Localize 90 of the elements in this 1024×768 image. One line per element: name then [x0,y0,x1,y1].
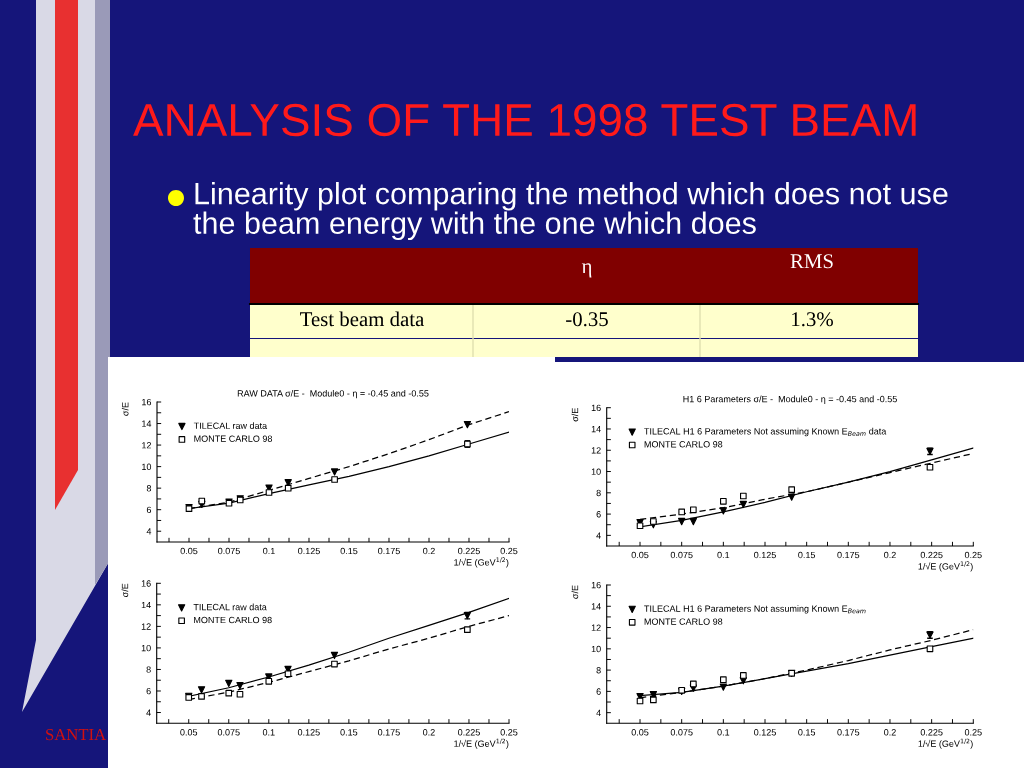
x-tick-label: 0.225 [920,551,943,559]
x-tick-label: 0.225 [920,729,943,736]
x-tick-label: 0.075 [218,547,240,555]
y-tick-label: 12 [141,623,151,630]
y-tick-label: 16 [141,580,151,587]
y-tick-label: 16 [142,398,152,406]
text: ANALYSIS OF THE 1998 TEST BEAM [133,103,916,137]
x-tick-label: 0.15 [798,551,816,559]
y-tick-label: 16 [591,581,601,589]
x-tick-label: 0.2 [884,729,896,736]
text: SANTIA [46,728,106,741]
x-tick-label: 0.075 [670,551,693,559]
x-tick-label: 0.225 [458,729,480,736]
x-tick-label: 0.225 [458,547,480,555]
y-tick-label: 8 [596,489,601,497]
y-tick-label: 6 [146,687,151,695]
x-tick-label: 0.25 [500,547,518,555]
x-tick-label: 0.15 [340,547,358,555]
x-tick-label: 0.2 [423,729,435,736]
y-tick-label: 6 [146,506,152,514]
x-tick-label: 0.175 [837,551,860,559]
y-tick-label: 14 [591,603,601,610]
y-tick-label: 8 [146,485,152,492]
y-tick-label: 10 [591,645,601,653]
x-tick-label: 0.125 [298,547,320,555]
x-tick-label: 0.2 [884,551,896,559]
y-tick-label: 10 [141,644,151,652]
y-tick-label: 12 [591,624,601,631]
text: η [581,263,592,278]
legend-label: MONTE CARLO 98 [194,616,272,624]
legend-label: MONTE CARLO 98 [194,435,273,442]
y-tick-label: 8 [596,667,601,674]
x-tick-label: 0.125 [297,729,320,736]
x-tick-label: 0.2 [423,547,435,555]
x-tick-label: 0.1 [717,551,730,559]
x-tick-label: 0.05 [631,551,649,559]
y-tick-label: 4 [596,709,601,716]
text: -0.35 [566,312,608,327]
text: Test beam data [300,311,425,327]
x-tick-label: 0.175 [377,729,400,736]
y-tick-label: 14 [142,420,152,427]
y-tick-label: 6 [596,511,601,518]
x-axis-title: 1/√E (GeV$^{1/2}$) [454,738,509,749]
y-axis-title: σ/E [571,408,579,422]
y-tick-label: 16 [591,404,601,412]
x-tick-label: 0.05 [180,729,198,736]
x-tick-label: 0.175 [837,729,860,736]
x-tick-label: 0.075 [217,729,240,736]
legend-label: TILECAL raw data [193,422,268,429]
x-tick-label: 0.05 [631,729,649,736]
y-axis-title: σ/E [121,583,129,598]
x-tick-label: 0.25 [964,729,982,736]
y-axis-title: σ/E [571,585,579,599]
y-tick-label: 10 [142,463,152,470]
x-tick-label: 0.125 [754,551,776,559]
y-tick-label: 6 [596,688,601,695]
x-tick-label: 0.1 [262,729,275,736]
legend-label: TILECAL raw data [193,603,267,611]
chart-title: RAW DATA σ/E - Module0 - η = -0.45 and -0.55 [237,389,429,399]
text: RMS [790,254,833,269]
y-tick-label: 12 [142,442,151,449]
legend-label: TILECAL H1 6 Parameters Not assuming Known E$_{Beam}$ [644,605,866,614]
text: Linearity plot comparing the method which does not use the beam energy with the one which does [193,182,948,241]
legend-label: MONTE CARLO 98 [644,441,723,448]
x-tick-label: 0.175 [378,547,400,555]
y-axis-title: σ/E [121,402,129,416]
x-tick-label: 0.25 [964,551,982,559]
x-tick-label: 0.1 [717,729,730,736]
x-axis-title: 1/√E (GeV$^{1/2}$) [454,557,509,568]
x-tick-label: 0.1 [263,547,275,555]
y-tick-label: 14 [591,426,601,433]
x-tick-label: 0.25 [500,729,518,736]
y-tick-label: 4 [146,709,151,716]
legend-label: MONTE CARLO 98 [644,618,723,625]
x-axis-title: 1/√E (GeV$^{1/2}$) [918,738,973,749]
y-tick-label: 4 [146,528,152,535]
x-tick-label: 0.05 [180,547,198,555]
chart-title: H1 6 Parameters σ/E - Module0 - η = -0.45 and -0.55 [683,395,897,405]
text: 1.3% [792,312,833,327]
y-tick-label: 4 [596,532,601,539]
y-tick-label: 12 [591,447,601,454]
y-tick-label: 14 [141,601,151,609]
x-tick-label: 0.075 [670,729,693,736]
x-tick-label: 0.125 [754,729,776,736]
y-tick-label: 10 [591,468,601,475]
x-axis-title: 1/√E (GeV$^{1/2}$) [918,561,973,572]
x-tick-label: 0.15 [340,729,358,736]
y-tick-label: 8 [146,666,151,673]
legend-label: TILECAL H1 6 Parameters Not assuming Known E$_{Beam}$ data [644,427,887,437]
x-tick-label: 0.15 [798,729,816,736]
